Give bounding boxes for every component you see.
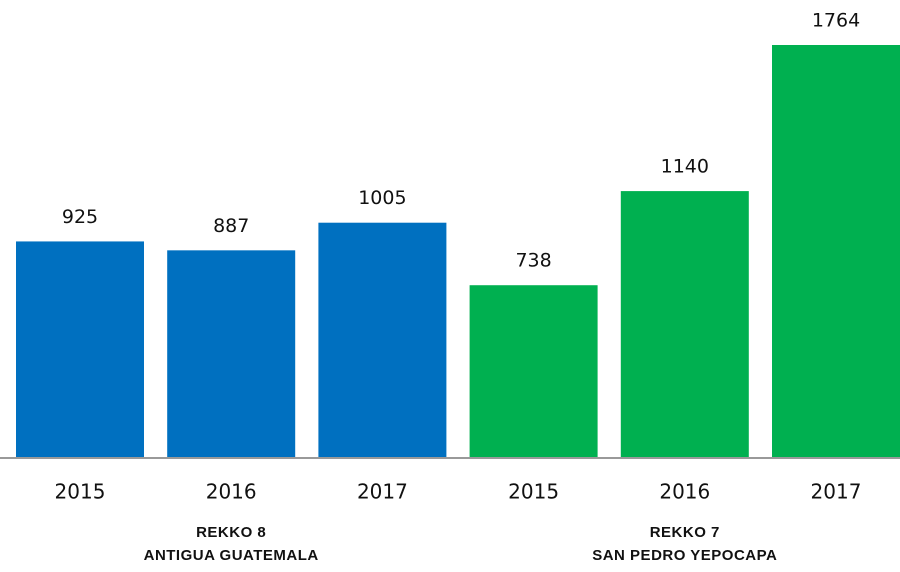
value-label: 1764 bbox=[812, 10, 860, 32]
group-subtitle: ANTIGUA GUATEMALA bbox=[144, 547, 319, 564]
group-subtitle: SAN PEDRO YEPOCAPA bbox=[592, 547, 777, 564]
bar bbox=[620, 191, 749, 458]
group-title: REKKO 7 bbox=[650, 524, 720, 541]
bar bbox=[318, 222, 447, 458]
x-tick-label: 2016 bbox=[206, 480, 257, 504]
value-label: 887 bbox=[213, 215, 249, 237]
bar bbox=[772, 45, 900, 458]
value-label: 738 bbox=[515, 250, 551, 272]
bar bbox=[16, 241, 144, 458]
x-tick-label: 2015 bbox=[508, 480, 559, 504]
value-label: 1005 bbox=[358, 187, 406, 209]
value-label: 925 bbox=[62, 206, 98, 228]
group-title: REKKO 8 bbox=[196, 524, 266, 541]
x-tick-label: 2017 bbox=[357, 480, 408, 504]
value-label: 1140 bbox=[661, 156, 709, 178]
x-tick-label: 2017 bbox=[811, 480, 862, 504]
x-tick-label: 2015 bbox=[55, 480, 106, 504]
x-tick-label: 2016 bbox=[659, 480, 710, 504]
bar bbox=[469, 285, 598, 458]
bar bbox=[167, 250, 296, 458]
